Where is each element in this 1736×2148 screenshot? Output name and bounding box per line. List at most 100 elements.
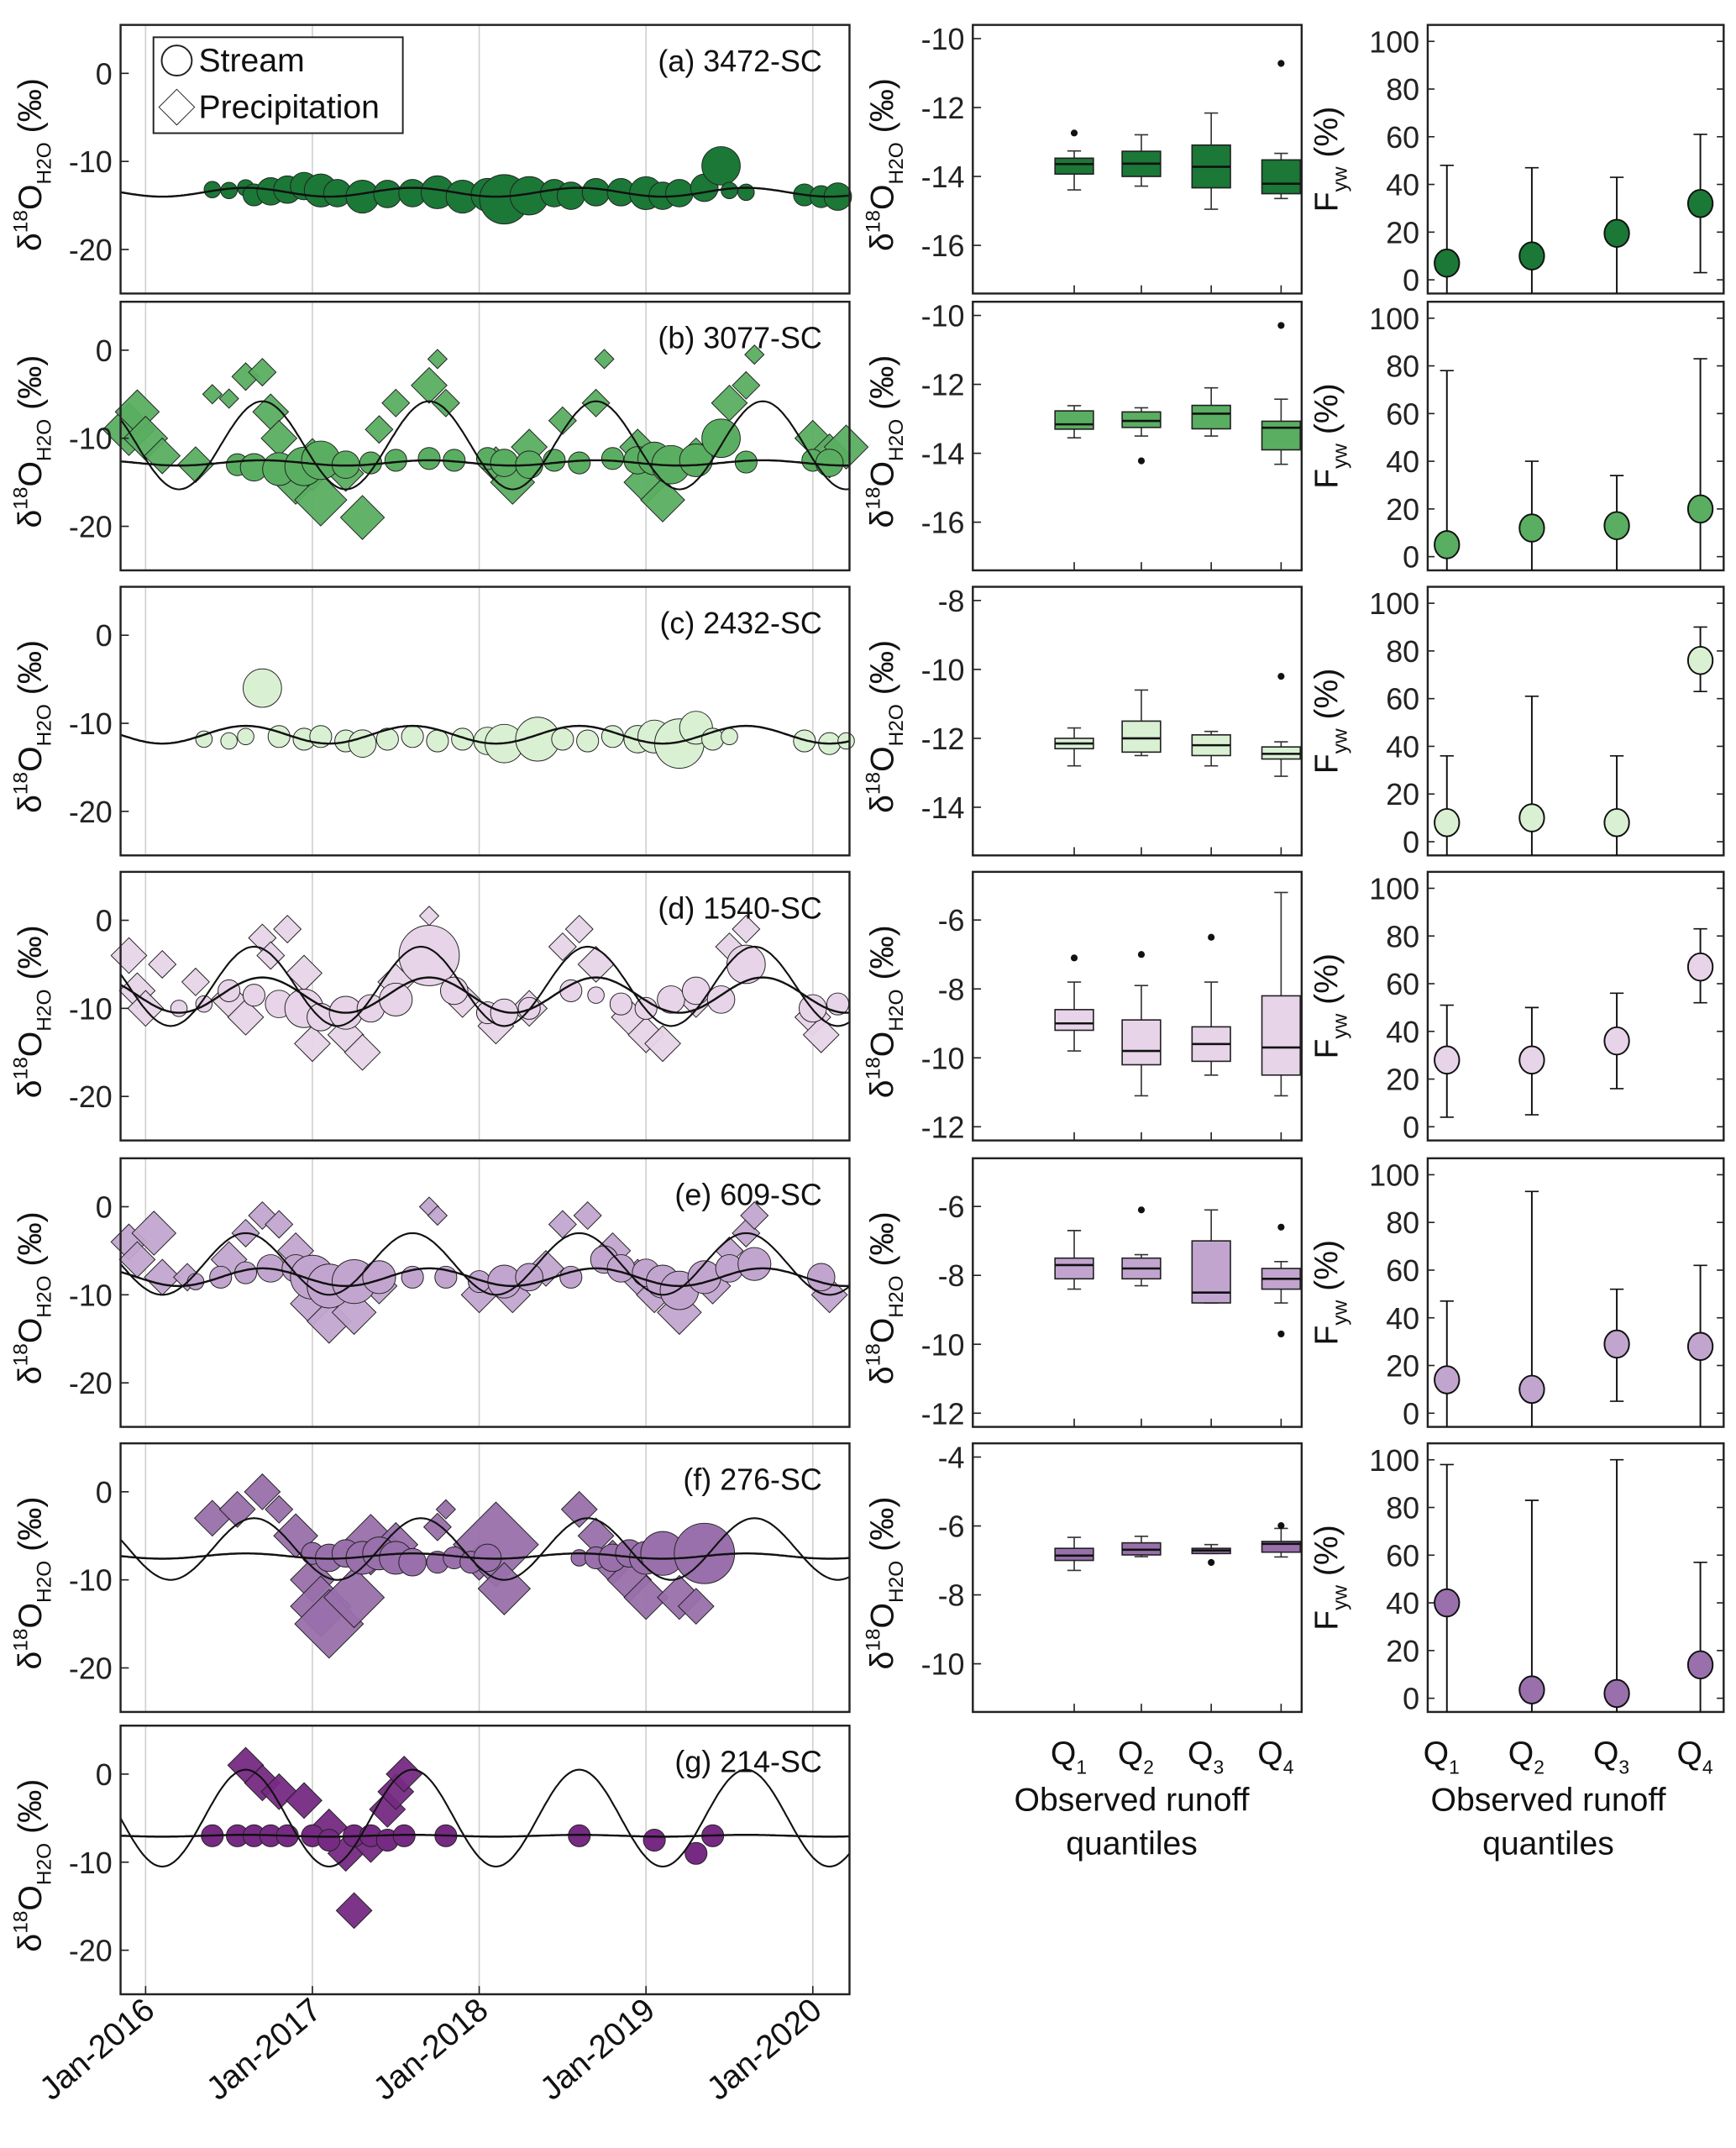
y-tick-label: 0 xyxy=(96,1758,113,1792)
y-axis-label: δ18OH2O (‰) xyxy=(862,355,908,528)
box xyxy=(1121,720,1162,754)
y-tick-label: 80 xyxy=(1386,635,1419,669)
label-part: O xyxy=(13,1603,49,1628)
label-part: H2O xyxy=(885,989,908,1031)
label-part: (‰) xyxy=(865,640,901,704)
label-part: yw xyxy=(1330,1013,1352,1038)
y-tick-label: -12 xyxy=(921,92,965,125)
label-part: 18 xyxy=(10,1343,33,1366)
stream-marker xyxy=(576,729,600,753)
x-tick-label: Jan-2019 xyxy=(533,1992,662,2108)
fyw-panel-1: 0 20 40 60 80 100 xyxy=(1369,300,1725,575)
label-part: δ xyxy=(13,1652,49,1670)
label-part: 18 xyxy=(862,1628,884,1651)
outlier-point xyxy=(1070,129,1078,137)
stream-fit-line xyxy=(120,1834,850,1838)
precipitation-marker xyxy=(740,1200,769,1230)
y-tick-label: 60 xyxy=(1386,1254,1419,1288)
y-tick-label: 80 xyxy=(1386,350,1419,384)
precipitation-marker xyxy=(202,384,223,405)
y-tick-label: -16 xyxy=(921,229,965,263)
y-axis-label: δ18OH2O (‰) xyxy=(862,925,908,1098)
label-part: δ xyxy=(13,510,49,528)
fyw-point xyxy=(1434,1588,1461,1618)
boxplot-panel-0: -10 -12 -14 -16 xyxy=(921,23,1303,295)
stream-marker xyxy=(186,1273,205,1290)
stream-marker xyxy=(398,925,460,986)
precipitation-marker xyxy=(323,1567,385,1629)
stream-marker xyxy=(401,725,424,748)
label-part: H2O xyxy=(33,1275,55,1317)
y-tick-label: 80 xyxy=(1386,920,1419,953)
y-axis-label: δ18OH2O (‰) xyxy=(862,1211,908,1384)
y-tick-label: 100 xyxy=(1369,302,1419,336)
y-tick-label: 0 xyxy=(1403,1397,1419,1431)
x-axis-label-line2: quantiles xyxy=(1482,1826,1614,1862)
stream-marker xyxy=(417,447,441,470)
y-tick-label: 80 xyxy=(1386,1206,1419,1240)
stream-marker xyxy=(665,179,694,207)
outlier-point xyxy=(1208,933,1215,941)
fyw-point xyxy=(1434,1045,1461,1075)
y-tick-label: 0 xyxy=(1403,1683,1419,1716)
x-tick-label: Jan-2018 xyxy=(367,1992,496,2108)
label-part: 2 xyxy=(1143,1756,1154,1778)
label-part: H2O xyxy=(33,1843,55,1885)
stream-marker xyxy=(559,979,583,1002)
plot-area xyxy=(120,586,850,856)
label-part: 1 xyxy=(1449,1756,1460,1778)
label-part: F xyxy=(1309,1610,1345,1631)
label-part: 18 xyxy=(862,772,884,795)
y-tick-label: -20 xyxy=(69,796,113,829)
label-part: 3 xyxy=(1214,1756,1225,1778)
y-tick-label: 100 xyxy=(1369,1158,1419,1192)
y-tick-label: -14 xyxy=(921,438,965,471)
stream-marker xyxy=(243,668,282,708)
timeseries-panel-2: 0 -10 -20 (c) 2432-SC xyxy=(69,586,855,857)
y-tick-label: -20 xyxy=(69,234,113,267)
y-tick-label: -10 xyxy=(921,300,965,333)
x-tick-label: Jan-2020 xyxy=(700,1992,829,2108)
precipitation-marker xyxy=(732,915,761,944)
y-tick-label: 40 xyxy=(1386,445,1419,479)
precipitation-marker xyxy=(594,349,615,370)
boxplot-panel-5: -4 -6 -8 -10 xyxy=(921,1442,1303,1714)
label-part: O xyxy=(13,746,49,771)
x-axis-label-line2: quantiles xyxy=(1066,1826,1198,1862)
label-part: 18 xyxy=(862,1343,884,1366)
y-tick-label: 100 xyxy=(1369,1444,1419,1478)
precipitation-fit-line xyxy=(119,945,851,1027)
y-axis-label: δ18OH2O (‰) xyxy=(10,925,56,1098)
stream-marker xyxy=(701,146,741,186)
label-part: δ xyxy=(865,795,901,813)
y-tick-label: -8 xyxy=(938,973,965,1006)
y-tick-label: -20 xyxy=(69,1367,113,1400)
fyw-point xyxy=(1686,188,1714,218)
label-part: O xyxy=(865,1603,901,1628)
label-part: yw xyxy=(1330,444,1352,469)
label-part: 4 xyxy=(1702,1756,1713,1778)
stream-marker xyxy=(220,732,238,750)
timeseries-panel-1: 0 -10 -20 (b) 3077-SC xyxy=(69,300,869,572)
y-tick-label: -20 xyxy=(69,511,113,544)
y-tick-label: 0 xyxy=(1403,826,1419,859)
precipitation-marker xyxy=(677,1588,715,1625)
precipitation-marker xyxy=(181,967,210,996)
y-tick-label: -20 xyxy=(69,1080,113,1114)
outlier-point xyxy=(1277,1522,1285,1530)
label-part: H2O xyxy=(885,704,908,746)
fyw-axis-label: Fyw (%) xyxy=(1309,953,1351,1059)
box xyxy=(1191,404,1231,430)
y-tick-label: -6 xyxy=(938,1510,965,1544)
precipitation-marker xyxy=(148,949,177,979)
y-tick-label: 0 xyxy=(1403,264,1419,297)
label-part: H2O xyxy=(33,419,55,461)
panel-label: (c) 2432-SC xyxy=(659,607,821,640)
y-tick-label: 0 xyxy=(96,334,113,368)
y-tick-label: -16 xyxy=(921,507,965,540)
stream-marker xyxy=(242,984,265,1007)
y-axis-label: δ18OH2O (‰) xyxy=(10,1779,56,1952)
panel-label: (g) 214-SC xyxy=(674,1746,821,1779)
label-part: (%) xyxy=(1309,383,1345,444)
y-axis-label: δ18OH2O (‰) xyxy=(10,1497,56,1670)
